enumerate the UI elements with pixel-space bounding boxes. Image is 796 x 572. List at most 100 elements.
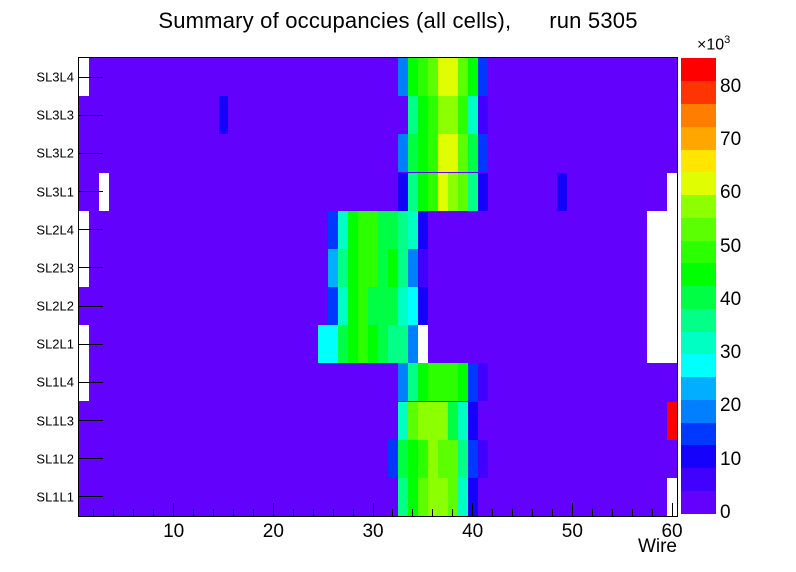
y-axis-label: SL3L1	[36, 184, 74, 200]
heatmap-cell	[407, 172, 418, 211]
heatmap-cell	[397, 134, 408, 173]
heatmap-cell	[348, 210, 359, 249]
heatmap-cell	[647, 287, 677, 326]
color-scale-band	[681, 240, 716, 264]
color-scale	[681, 58, 716, 514]
heatmap-cell	[79, 210, 89, 249]
color-scale-tick-label: 70	[720, 129, 742, 151]
heatmap-cell	[397, 58, 408, 97]
color-scale-band	[681, 194, 716, 218]
heatmap-cell	[417, 172, 428, 211]
heatmap-cell	[407, 439, 418, 478]
heatmap-cell	[437, 172, 448, 211]
color-scale-band	[681, 262, 716, 286]
heatmap-cell	[477, 96, 488, 135]
color-scale-exponent-label: ×103	[697, 34, 731, 54]
heatmap-cell	[407, 134, 418, 173]
heatmap-cell	[467, 477, 478, 516]
heatmap-cell	[457, 134, 468, 173]
color-scale-band	[681, 444, 716, 468]
color-scale-tick-label: 30	[720, 342, 742, 364]
heatmap-cell	[397, 477, 408, 516]
heatmap-cell	[467, 401, 478, 440]
color-scale-band	[681, 80, 716, 104]
x-axis-tick-label: 30	[362, 521, 384, 542]
heatmap-cell	[338, 325, 349, 364]
color-scale-band	[681, 399, 716, 423]
heatmap-cell	[328, 287, 339, 326]
y-axis-label: SL3L4	[36, 69, 74, 85]
color-scale-band	[681, 149, 716, 173]
x-axis-tick-label: 40	[462, 521, 484, 542]
heatmap-cell	[437, 439, 458, 478]
color-scale-tick-label: 50	[720, 235, 742, 257]
heatmap-cell	[437, 96, 458, 135]
heatmap-cell	[457, 58, 468, 97]
heatmap-cell	[647, 210, 677, 249]
y-axis-label: SL2L2	[36, 298, 74, 314]
heatmap-cell	[467, 134, 478, 173]
heatmap-cell	[427, 477, 448, 516]
heatmap-cell	[318, 325, 339, 364]
heatmap-cell	[407, 96, 418, 135]
heatmap-cell	[477, 172, 488, 211]
heatmap-cell	[557, 172, 568, 211]
heatmap-cell	[338, 248, 349, 287]
heatmap-cell	[427, 58, 438, 97]
heatmap-cell	[407, 248, 418, 287]
y-axis-label: SL1L1	[36, 489, 74, 505]
heatmap-cell	[457, 96, 468, 135]
heatmap-cell	[358, 248, 378, 287]
y-axis-label: SL2L1	[36, 336, 74, 352]
y-axis-label: SL3L2	[36, 145, 74, 161]
heatmap-cell	[467, 439, 478, 478]
heatmap-cell	[338, 287, 349, 326]
heatmap-cell	[378, 210, 398, 249]
heatmap-cell	[427, 172, 438, 211]
heatmap-cell	[467, 96, 478, 135]
heatmap-cell	[457, 401, 468, 440]
heatmap-cell	[417, 58, 428, 97]
heatmap-cell	[368, 287, 398, 326]
heatmap-cell	[477, 58, 488, 97]
color-scale-tick-label: 80	[720, 75, 742, 97]
heatmap-cell	[397, 401, 408, 440]
color-scale-band	[681, 217, 716, 241]
heatmap-cell	[467, 172, 478, 211]
chart-title: Summary of occupancies (all cells), run …	[158, 8, 638, 33]
heatmap-cell	[477, 134, 488, 173]
heatmap-cell	[427, 439, 438, 478]
x-axis-tick-label: 10	[163, 521, 185, 542]
color-scale-tick-label: 10	[720, 448, 742, 470]
heatmap-cell	[417, 287, 428, 326]
color-scale-band	[681, 171, 716, 195]
heatmap-cell	[387, 439, 398, 478]
y-axis-label: SL1L3	[36, 413, 74, 429]
heatmap-cell	[397, 248, 408, 287]
heatmap-cell	[397, 172, 408, 211]
heatmap-cell	[647, 248, 677, 287]
color-scale-band	[681, 126, 716, 150]
color-scale-tick-label: 0	[720, 502, 731, 523]
heatmap-cell	[447, 172, 458, 211]
color-scale-tick-label: 60	[720, 182, 742, 204]
heatmap-cell	[328, 248, 339, 287]
heatmap-cell	[457, 363, 468, 402]
heatmap-cell	[358, 325, 369, 364]
heatmap-cell	[417, 363, 428, 402]
heatmap-cell	[457, 477, 468, 516]
color-scale-band	[681, 58, 716, 82]
plot-area	[78, 57, 678, 517]
heatmap-cell	[417, 401, 448, 440]
x-axis-tick-label: 50	[561, 521, 583, 542]
x-axis-title: Wire	[637, 536, 677, 557]
heatmap-cell	[79, 363, 89, 402]
heatmap-cell	[407, 325, 418, 364]
heatmap-cell	[467, 363, 478, 402]
heatmap-cell	[417, 134, 428, 173]
heatmap-cell	[447, 477, 458, 516]
color-scale-band	[681, 331, 716, 355]
heatmap-cell	[447, 401, 458, 440]
heatmap-cell	[437, 58, 458, 97]
heatmap-cell	[457, 172, 468, 211]
